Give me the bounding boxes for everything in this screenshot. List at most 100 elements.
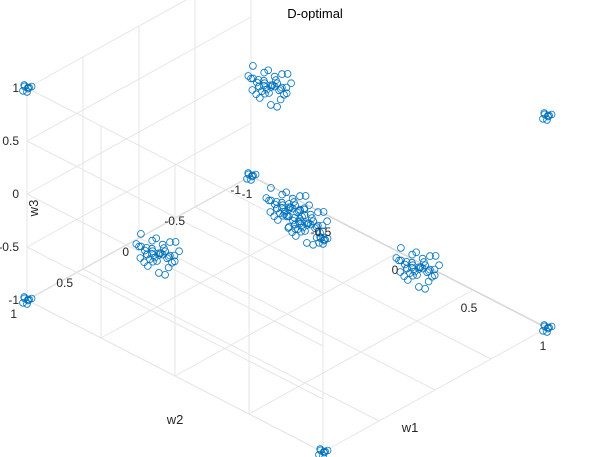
data-point xyxy=(279,211,287,220)
data-point xyxy=(20,81,29,89)
data-point xyxy=(320,235,328,244)
data-point xyxy=(273,103,281,111)
data-point xyxy=(255,94,264,102)
data-point xyxy=(267,184,275,192)
data-point xyxy=(291,232,300,240)
data-point xyxy=(24,83,32,92)
data-point xyxy=(23,300,31,308)
data-point xyxy=(314,208,322,216)
data-point xyxy=(308,214,316,222)
data-point xyxy=(543,328,551,336)
grid-line xyxy=(26,140,324,294)
grid-line xyxy=(322,327,548,453)
data-point xyxy=(323,446,332,455)
data-point xyxy=(149,257,157,266)
grid-line xyxy=(26,16,252,142)
data-point xyxy=(311,224,319,233)
data-point xyxy=(426,265,434,274)
data-point xyxy=(20,293,29,301)
data-point xyxy=(423,268,431,277)
data-point xyxy=(301,192,310,200)
data-point xyxy=(135,242,143,251)
data-point xyxy=(155,269,163,277)
data-point xyxy=(276,95,285,104)
data-point xyxy=(267,196,275,205)
data-point xyxy=(264,66,273,75)
data-point xyxy=(396,268,405,276)
data-point xyxy=(260,76,268,85)
data-point xyxy=(282,188,291,197)
data-point xyxy=(408,258,416,267)
data-point xyxy=(318,221,327,230)
data-point xyxy=(282,83,291,92)
data-point xyxy=(316,445,325,453)
data-point xyxy=(540,109,548,117)
z-axis-label: w3 xyxy=(26,200,41,218)
data-point xyxy=(306,210,315,219)
data-point xyxy=(272,76,280,84)
z-tick-label: -0.5 xyxy=(0,240,19,254)
data-point xyxy=(156,249,165,258)
data-point xyxy=(420,258,428,266)
y-tick-label: 0.5 xyxy=(56,276,73,290)
data-point xyxy=(276,85,285,93)
data-points xyxy=(19,62,556,457)
data-point xyxy=(395,256,403,265)
data-point xyxy=(260,68,269,77)
data-point xyxy=(312,233,321,242)
data-point xyxy=(265,196,273,205)
data-point xyxy=(161,270,169,279)
y-tick-label: -1 xyxy=(230,183,241,197)
data-point xyxy=(251,170,260,179)
data-point xyxy=(262,194,271,202)
data-point xyxy=(430,265,439,274)
data-point xyxy=(152,234,161,243)
data-point xyxy=(144,262,152,270)
data-point xyxy=(270,72,279,81)
data-point xyxy=(320,447,328,456)
data-point xyxy=(171,238,180,246)
data-point xyxy=(148,236,157,245)
data-point xyxy=(261,89,269,98)
grid-line xyxy=(26,193,324,347)
data-point xyxy=(278,190,287,199)
data-point xyxy=(143,250,151,259)
data-point xyxy=(290,198,298,206)
data-point xyxy=(278,83,286,92)
y-tick-label: -0.5 xyxy=(164,214,185,228)
data-point xyxy=(409,271,417,280)
grid-line xyxy=(26,87,324,241)
data-point xyxy=(416,263,425,272)
data-point xyxy=(314,221,322,230)
data-point xyxy=(408,250,417,259)
data-point xyxy=(166,251,174,260)
data-point xyxy=(323,234,332,243)
data-point xyxy=(170,251,179,260)
data-point xyxy=(319,208,328,216)
data-point xyxy=(296,206,305,215)
data-point xyxy=(259,81,268,90)
data-point xyxy=(175,247,183,256)
x-tick-label: 1 xyxy=(540,339,547,353)
data-point xyxy=(544,323,552,332)
data-point xyxy=(132,240,141,248)
data-point xyxy=(141,246,149,255)
data-point xyxy=(170,257,179,266)
grid-lines xyxy=(26,0,548,453)
data-point xyxy=(283,70,292,78)
x-tick-label: 0.5 xyxy=(461,301,478,315)
data-point xyxy=(297,227,305,236)
data-point xyxy=(275,86,283,95)
data-point xyxy=(253,78,261,87)
data-point xyxy=(248,171,256,180)
z-tick-label: 0 xyxy=(12,187,19,201)
data-point xyxy=(295,219,304,228)
data-point xyxy=(244,72,253,80)
data-point xyxy=(164,263,173,272)
y-axis-label: w2 xyxy=(166,412,184,427)
z-tick-label: -1 xyxy=(8,293,19,307)
grid-line xyxy=(138,237,436,391)
data-point xyxy=(282,89,291,98)
data-point xyxy=(392,254,401,262)
